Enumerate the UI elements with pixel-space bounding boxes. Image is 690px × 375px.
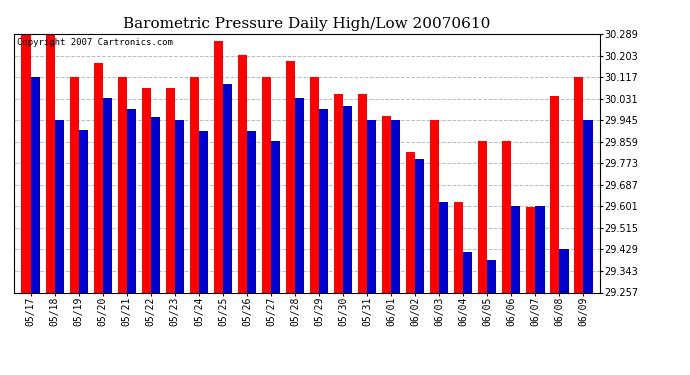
Bar bbox=[560, 249, 569, 292]
Bar bbox=[94, 63, 103, 292]
Bar bbox=[319, 109, 328, 292]
Text: Copyright 2007 Cartronics.com: Copyright 2007 Cartronics.com bbox=[17, 38, 172, 46]
Bar bbox=[247, 132, 256, 292]
Bar bbox=[358, 94, 367, 292]
Bar bbox=[190, 77, 199, 292]
Bar bbox=[310, 77, 319, 292]
Bar bbox=[70, 77, 79, 292]
Bar bbox=[262, 77, 271, 292]
Bar bbox=[478, 141, 487, 292]
Bar bbox=[415, 159, 424, 292]
Bar bbox=[440, 202, 449, 292]
Bar bbox=[21, 34, 30, 292]
Bar bbox=[406, 152, 415, 292]
Bar bbox=[295, 98, 304, 292]
Bar bbox=[103, 98, 112, 292]
Bar bbox=[502, 141, 511, 292]
Bar bbox=[367, 120, 376, 292]
Bar bbox=[238, 55, 247, 292]
Bar bbox=[141, 88, 151, 292]
Bar bbox=[223, 84, 232, 292]
Bar bbox=[175, 120, 184, 292]
Title: Barometric Pressure Daily High/Low 20070610: Barometric Pressure Daily High/Low 20070… bbox=[124, 17, 491, 31]
Bar bbox=[526, 207, 535, 292]
Bar bbox=[334, 94, 343, 292]
Bar bbox=[79, 130, 88, 292]
Bar bbox=[343, 106, 352, 292]
Bar bbox=[151, 117, 160, 292]
Bar bbox=[46, 34, 55, 292]
Bar bbox=[463, 252, 473, 292]
Bar bbox=[166, 88, 175, 292]
Bar bbox=[487, 260, 497, 292]
Bar bbox=[214, 41, 223, 292]
Bar bbox=[55, 120, 63, 292]
Bar bbox=[430, 120, 440, 292]
Bar bbox=[199, 132, 208, 292]
Bar bbox=[271, 141, 280, 292]
Bar bbox=[454, 202, 463, 292]
Bar bbox=[535, 206, 544, 292]
Bar bbox=[30, 77, 40, 292]
Bar bbox=[127, 110, 136, 292]
Bar bbox=[584, 120, 593, 292]
Bar bbox=[382, 116, 391, 292]
Bar bbox=[286, 61, 295, 292]
Bar bbox=[391, 120, 400, 292]
Bar bbox=[511, 206, 520, 292]
Bar bbox=[117, 77, 127, 292]
Bar bbox=[574, 77, 584, 292]
Bar bbox=[551, 96, 560, 292]
